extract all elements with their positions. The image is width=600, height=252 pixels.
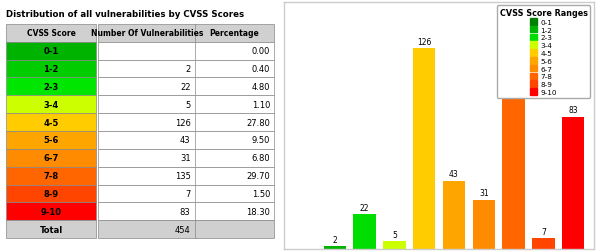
Text: Total: Total [40,225,63,234]
Text: 43: 43 [180,136,191,145]
Text: 7: 7 [185,189,191,198]
Bar [194,185,274,203]
Bar [194,96,274,114]
Bar [502,34,525,249]
Bar [6,60,96,78]
Text: 2: 2 [332,235,337,244]
Bar [6,132,96,149]
Text: 22: 22 [180,82,191,91]
Bar [6,149,96,167]
Text: 454: 454 [175,225,191,234]
Bar [98,220,196,238]
Text: 4-5: 4-5 [43,118,59,127]
Bar [98,25,196,43]
Text: 83: 83 [180,207,191,216]
Text: 8-9: 8-9 [44,189,59,198]
Text: 2: 2 [185,65,191,74]
Text: 7: 7 [541,227,546,236]
Text: 31: 31 [180,154,191,163]
Bar [353,214,376,249]
Text: 3-4: 3-4 [44,100,59,109]
Text: 4.80: 4.80 [251,82,270,91]
Bar [194,114,274,132]
Text: 0.00: 0.00 [251,47,270,56]
Text: 5: 5 [185,100,191,109]
Bar [194,149,274,167]
Bar [6,78,96,96]
Bar [6,43,96,60]
Bar [98,60,196,78]
Legend: 0-1, 1-2, 2-3, 3-4, 4-5, 5-6, 6-7, 7-8, 8-9, 9-10: 0-1, 1-2, 2-3, 3-4, 4-5, 5-6, 6-7, 7-8, … [497,6,590,99]
Bar [383,241,406,249]
Bar [98,114,196,132]
Text: 9.50: 9.50 [251,136,270,145]
Text: Percentage: Percentage [209,29,259,38]
Text: 2-3: 2-3 [44,82,59,91]
Bar [194,167,274,185]
Text: 135: 135 [175,171,191,180]
Bar [194,132,274,149]
Bar [194,60,274,78]
Bar [6,96,96,114]
Text: 6.80: 6.80 [251,154,270,163]
Bar [6,203,96,220]
Text: 1.50: 1.50 [251,189,270,198]
Bar [6,114,96,132]
Text: 135: 135 [506,23,521,32]
Bar [562,117,584,249]
Text: 126: 126 [175,118,191,127]
Bar [6,25,96,43]
Bar [98,43,196,60]
Text: CVSS Score: CVSS Score [26,29,76,38]
Bar [413,49,436,249]
Text: 126: 126 [417,37,431,46]
Text: 1-2: 1-2 [43,65,59,74]
Text: 22: 22 [360,203,370,212]
Text: 83: 83 [568,106,578,115]
Bar [98,203,196,220]
Bar [98,185,196,203]
Text: 31: 31 [479,189,488,198]
Text: 6-7: 6-7 [44,154,59,163]
Bar [473,200,495,249]
Bar [323,246,346,249]
Text: Number Of Vulnerabilities: Number Of Vulnerabilities [91,29,203,38]
Bar [194,43,274,60]
Bar [194,25,274,43]
Bar [98,132,196,149]
Bar [6,185,96,203]
Text: 7-8: 7-8 [44,171,59,180]
Bar [6,167,96,185]
Bar [98,96,196,114]
Bar [98,167,196,185]
Bar [194,220,274,238]
Text: Distribution of all vulnerabilities by CVSS Scores: Distribution of all vulnerabilities by C… [6,10,244,19]
Bar [6,220,96,238]
Text: 9-10: 9-10 [41,207,62,216]
Text: 0.40: 0.40 [251,65,270,74]
Text: 5: 5 [392,230,397,239]
Text: 27.80: 27.80 [246,118,270,127]
Bar [443,181,465,249]
Text: 1.10: 1.10 [251,100,270,109]
Text: 0-1: 0-1 [44,47,59,56]
Text: 5-6: 5-6 [43,136,59,145]
Text: 18.30: 18.30 [246,207,270,216]
Bar [532,238,554,249]
Bar [194,78,274,96]
Bar [98,78,196,96]
Text: 43: 43 [449,170,459,179]
Text: 29.70: 29.70 [247,171,270,180]
Bar [194,203,274,220]
Bar [98,149,196,167]
